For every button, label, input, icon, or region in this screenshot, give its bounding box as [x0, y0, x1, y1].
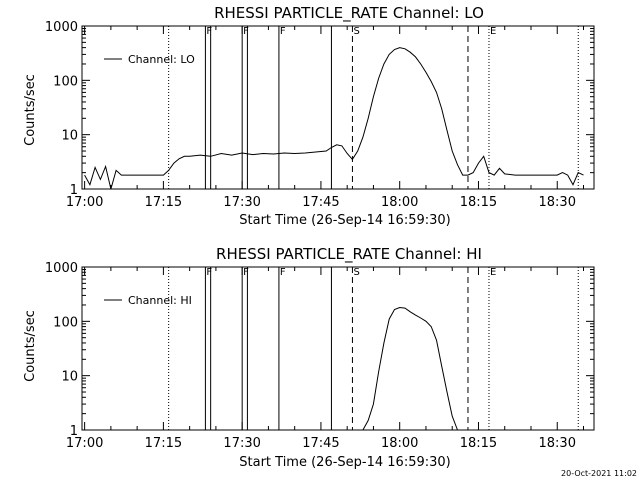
lo-x-tick-label: 17:45: [302, 195, 339, 210]
hi-y-tick-label: 1000: [45, 261, 78, 276]
lo-x-tick-label: 18:15: [460, 195, 497, 210]
hi-y-axis-label: Counts/sec: [23, 310, 38, 382]
lo-y-tick-label: 1: [70, 183, 78, 198]
lo-plot-area: 1 10 100 1000 17:00 17:15 17:30 17:45 18:00 18:15…: [45, 20, 595, 210]
hi-marker-label: F: [280, 267, 286, 278]
hi-legend-label: Channel: HI: [128, 294, 192, 307]
hi-x-tick-label: 18:30: [539, 436, 576, 451]
hi-plot-area: 1 10 100 1000 17:00 17:15 17:30 17:45 18:00 18:15…: [45, 261, 595, 451]
lo-x-tick-label: 17:30: [223, 195, 260, 210]
lo-x-tick-label: 17:15: [145, 195, 182, 210]
lo-count-rate-line: [84, 47, 584, 190]
lo-x-tick-label: 18:00: [381, 195, 418, 210]
hi-marker-label: F: [243, 267, 249, 278]
lo-y-tick-label: 100: [53, 74, 78, 89]
hi-count-rate-line: [362, 306, 458, 431]
lo-plot-frame: [81, 25, 595, 190]
lo-x-axis-label: Start Time (26-Sep-14 16:59:30): [239, 213, 450, 228]
lo-marker-label: F: [280, 26, 286, 37]
hi-plot-frame: [81, 266, 595, 431]
lo-x-tick-label: 18:30: [539, 195, 576, 210]
lo-marker-label: F: [243, 26, 249, 37]
hi-x-tick-label: 17:30: [223, 436, 260, 451]
hi-chart-title: RHESSI PARTICLE_RATE Channel: HI: [216, 245, 482, 264]
hi-x-tick-label: 17:00: [66, 436, 103, 451]
lo-chart-title: RHESSI PARTICLE_RATE Channel: LO: [214, 4, 484, 23]
hi-y-tick-label: 100: [53, 315, 78, 330]
lo-y-tick-label: 10: [61, 129, 78, 144]
hi-x-tick-label: 18:00: [381, 436, 418, 451]
hi-marker-label: S: [353, 267, 359, 278]
footer-timestamp: 20-Oct-2021 11:02: [561, 469, 637, 478]
lo-marker-label: F: [206, 26, 212, 37]
lo-x-tick-label: 17:00: [66, 195, 103, 210]
lo-y-axis-label: Counts/sec: [23, 74, 38, 146]
lo-legend-label: Channel: LO: [128, 53, 195, 66]
lo-channel-panel: RHESSI PARTICLE_RATE Channel: LO Counts/…: [23, 4, 595, 228]
hi-y-tick-label: 1: [70, 424, 78, 439]
lo-marker-label: E: [490, 26, 496, 37]
hi-marker-label: F: [206, 267, 212, 278]
hi-x-tick-label: 18:15: [460, 436, 497, 451]
hi-channel-panel: RHESSI PARTICLE_RATE Channel: HI Counts/…: [23, 245, 595, 470]
hi-x-tick-label: 17:15: [145, 436, 182, 451]
hi-marker-label: E: [490, 267, 496, 278]
hi-y-tick-label: 10: [61, 370, 78, 385]
hi-x-tick-label: 17:45: [302, 436, 339, 451]
lo-marker-label: S: [353, 26, 359, 37]
hi-x-axis-label: Start Time (26-Sep-14 16:59:30): [239, 455, 450, 470]
lo-y-tick-label: 1000: [45, 20, 78, 35]
